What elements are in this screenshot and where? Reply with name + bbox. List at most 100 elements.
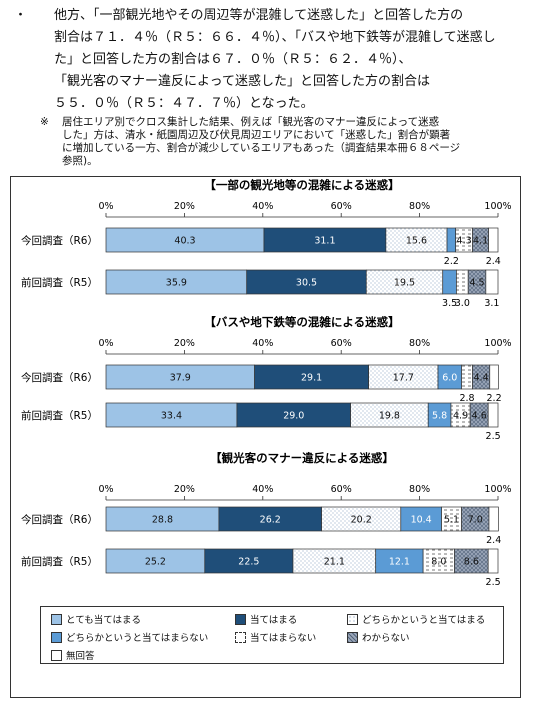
category-label: 前回調査（R5） [21,276,98,289]
legend-label-2: 当てはまる [250,615,298,626]
bar-segment [254,364,369,390]
data-label-below: 3.0 [455,298,470,309]
bar-segment [246,269,367,295]
legend-item-5: 当てはまらない [235,630,316,644]
x-tick-label: 0% [98,201,113,212]
bar-segment [365,269,444,295]
x-tick-label: 0% [98,484,113,495]
x-tick-label: 20% [174,484,195,495]
chart-title-3: 【観光客のマナー違反による迷惑】 [210,451,394,465]
data-label: 17.7 [393,373,414,384]
data-label-below: 2.2 [444,256,459,267]
data-label: 4.5 [469,278,484,289]
data-label: 5.1 [444,515,459,526]
bar-segment [454,548,489,574]
data-label: 19.5 [394,278,415,289]
data-label-below: 3.1 [484,298,499,309]
legend-label-1: とても当てはまる [66,615,142,626]
bar-segment [105,548,206,574]
x-tick-label: 20% [174,338,195,349]
data-label: 20.2 [351,515,372,526]
data-label: 12.1 [389,557,410,568]
data-label: 8.6 [464,557,479,568]
bar-segment [105,364,255,390]
data-label: 25.2 [145,557,166,568]
legend-label-3: どちらかというと当てはまる [362,615,486,626]
legend-swatch-2 [235,613,246,625]
data-label: 35.9 [166,278,187,289]
data-label: 4.6 [472,411,487,422]
legend-item-2: 当てはまる [235,612,297,626]
x-tick-label: 40% [252,201,273,212]
data-label: 7.0 [468,515,483,526]
x-tick-label: 60% [331,484,352,495]
chart-title-2: 【バスや地下鉄等の混雑による迷惑】 [204,315,399,329]
bar-segment [105,506,220,532]
data-label: 40.3 [174,236,195,247]
bar-segment [488,506,499,532]
bar-segment [105,269,248,295]
data-label: 37.9 [170,373,191,384]
bar-segment [487,548,499,574]
chart-title-1: 【一部の観光地等の混雑による迷惑】 [204,178,399,192]
bar-segment [385,227,448,253]
bar-segment [442,269,457,295]
data-label: 26.2 [260,515,281,526]
text-line-4: 「観光客のマナー違反によって迷惑した」と回答した方の割合は [54,74,430,89]
x-tick-label: 40% [252,338,273,349]
x-tick-label: 80% [409,201,430,212]
category-label: 今回調査（R6） [21,234,98,247]
x-tick-label: 60% [331,338,352,349]
data-label: 10.4 [411,515,432,526]
data-label-below: 2.4 [486,256,501,267]
data-label: 22.5 [238,557,259,568]
data-label-below: 2.8 [459,393,474,404]
data-label-below: 2.5 [486,431,501,442]
text-line-5: ５５．０％（Ｒ５：４７．７％）となった。 [54,96,314,111]
data-label: 5.8 [432,411,447,422]
text-line-2: 割合は７１．４％（Ｒ５：６６．４％）、「バスや地下鉄等が混雑して迷惑し [54,30,496,45]
bar-segment [456,269,469,295]
x-tick-label: 80% [409,484,430,495]
x-tick-label: 60% [331,201,352,212]
data-label: 4.9 [453,411,468,422]
bar-segment [368,364,439,390]
bar-segment [375,548,424,574]
note-line-3: に増加している一方、割合が減少しているエリアもあった（調査結果本冊６８ページ [62,142,461,154]
bar-segment [218,506,322,532]
legend-swatch-3 [347,613,358,625]
data-label: 29.1 [301,373,322,384]
x-tick-label: 0% [98,338,113,349]
bar-segment [236,402,351,428]
data-label-below: 2.4 [486,535,501,546]
bar-segment [488,227,499,253]
bar-segment [204,548,294,574]
data-label-below: 2.2 [487,393,502,404]
legend-label-6: わからない [362,633,410,644]
data-label: 28.8 [152,515,173,526]
data-label: 30.5 [296,278,317,289]
category-label: 今回調査（R6） [21,513,98,526]
x-tick-label: 100% [484,484,511,495]
category-label: 今回調査（R6） [21,371,98,384]
legend-label-5: 当てはまらない [250,633,317,644]
legend-item-3: どちらかというと当てはまる [347,612,485,626]
x-tick-label: 100% [484,338,511,349]
x-tick-label: 40% [252,484,273,495]
bullet-mark: ・ [14,8,28,23]
data-label: 6.0 [442,373,457,384]
data-label: 15.6 [406,236,427,247]
legend-item-1: とても当てはまる [51,612,141,626]
bar-segment [105,402,238,428]
x-tick-label: 100% [484,201,511,212]
data-label-below: 3.5 [442,298,457,309]
category-label: 前回調査（R5） [21,555,98,568]
data-label: 4.4 [474,373,489,384]
legend-label-7: 無回答 [66,651,95,662]
legend-swatch-6 [347,631,358,643]
x-tick-label: 80% [409,338,430,349]
chart-frame [10,176,521,698]
legend-swatch-7 [51,649,62,661]
legend-swatch-5 [235,631,246,643]
bar-segment [485,269,499,295]
